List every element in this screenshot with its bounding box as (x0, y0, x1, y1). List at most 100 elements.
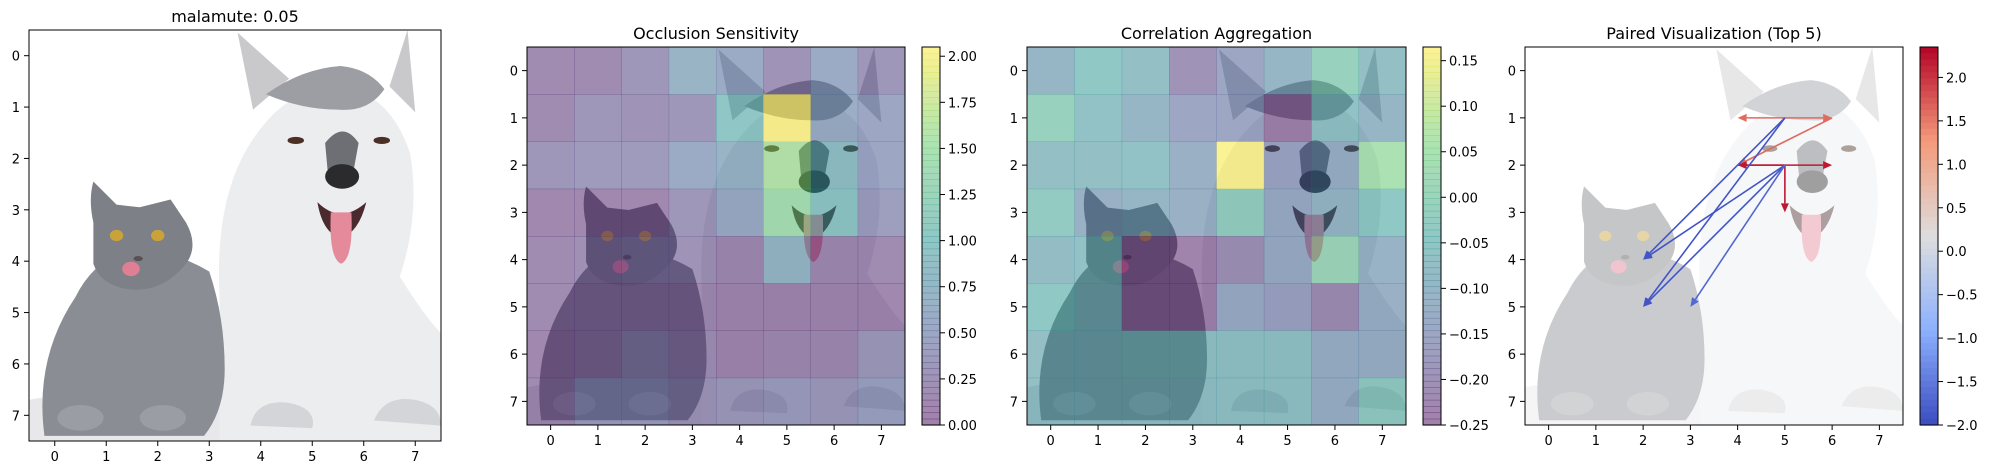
heatmap-cell (1121, 330, 1170, 379)
heatmap-cell (1074, 141, 1123, 190)
y-tick-label: 6 (1010, 348, 1018, 363)
colorbar-segment (1423, 349, 1441, 357)
x-tick-label: 4 (735, 434, 743, 449)
heatmap-cell (763, 47, 811, 95)
colorbar-segment (1920, 261, 1938, 269)
x-tick-label: 2 (1141, 434, 1149, 449)
colorbar-segment (1920, 59, 1938, 67)
colorbar-segment (1920, 65, 1938, 73)
colorbar-segment (922, 84, 940, 92)
x-tick-label: 2 (1639, 434, 1647, 449)
colorbar-segment (1920, 91, 1938, 98)
colorbar-segment (922, 103, 940, 111)
panel-3: Correlation Aggregation 0 1 2 3 4 5 6 7 0 1 2 3 4 5 6 7 −… (1010, 24, 1489, 449)
y-tick-label: 6 (12, 358, 20, 373)
colorbar-segment (1920, 78, 1938, 86)
colorbar-segment (1423, 362, 1441, 369)
colorbar-tick-label: 0.0 (1946, 245, 1967, 260)
heatmap-cell (527, 236, 575, 284)
colorbar-segment (1920, 166, 1938, 174)
heatmap-cell (1169, 236, 1217, 284)
heatmap-cell (857, 283, 906, 331)
colorbar-segment (1423, 292, 1441, 300)
colorbar-segment (1920, 47, 1938, 54)
y-tick-label: 6 (510, 348, 518, 363)
pair-arrow (1737, 161, 1785, 170)
colorbar-segment (1920, 349, 1938, 357)
x-tick-label: 2 (154, 450, 162, 465)
heatmap-cell (1263, 236, 1312, 284)
colorbar-segment (922, 179, 940, 187)
colorbar-segment (1423, 110, 1441, 117)
heatmap-cell (1074, 47, 1123, 95)
colorbar-segment (1423, 116, 1441, 124)
colorbar-segment (1423, 242, 1441, 250)
y-tick-label: 1 (1508, 112, 1516, 127)
colorbar-segment (922, 280, 940, 287)
heatmap-cell (1263, 47, 1312, 95)
colorbar-segment (1920, 273, 1938, 281)
colorbar-segment (1423, 53, 1441, 61)
colorbar-segment (922, 135, 940, 143)
colorbar-segment (1423, 147, 1441, 155)
colorbar-segment (922, 97, 940, 105)
x-tick-label: 1 (102, 450, 110, 465)
y-tick-label: 2 (510, 159, 518, 174)
heatmap-cell (668, 330, 717, 379)
heatmap-cell (1027, 188, 1075, 237)
colorbar-tick-label: 0.50 (948, 327, 977, 342)
colorbar-segment (1423, 418, 1441, 426)
colorbar-segment (1423, 198, 1441, 206)
colorbar-segment (1423, 210, 1441, 218)
heatmap-cell (763, 141, 811, 190)
colorbar-segment (1423, 47, 1441, 54)
colorbar-segment (1920, 280, 1938, 287)
colorbar-segment (922, 286, 940, 294)
panel-4: Paired Visualization (Top 5) 0 1 2 3 4 5 6 7 0 1 2 3… (1508, 24, 1978, 449)
x-tick-label: 5 (1283, 434, 1291, 449)
heatmap-cell (621, 47, 670, 95)
colorbar-segment (922, 72, 940, 80)
colorbar-segment (922, 254, 940, 262)
heatmap-cell (1263, 283, 1312, 331)
colorbar-segment (1423, 299, 1441, 306)
heatmap-cells (1027, 47, 1407, 426)
colorbar-segment (922, 368, 940, 376)
colorbar-segment (1920, 97, 1938, 105)
axes-frame (1026, 46, 1407, 426)
pair-arrow (1690, 164, 1786, 307)
colorbar-segment (922, 355, 940, 363)
heatmap-cell (1358, 330, 1407, 379)
heatmap-cell (1027, 141, 1075, 190)
colorbar-tick-label: −2.0 (1946, 419, 1978, 434)
colorbar-segment (1423, 84, 1441, 92)
colorbar-segment (922, 91, 940, 98)
colorbar-segment (1423, 78, 1441, 86)
heatmap-cell (1121, 188, 1170, 237)
colorbar-segment (1920, 399, 1938, 407)
colorbar-segment (1920, 223, 1938, 231)
colorbar-segment (1920, 191, 1938, 199)
colorbar-segment (922, 191, 940, 199)
colorbar-segment (1920, 154, 1938, 161)
heatmap-cell (668, 141, 717, 190)
colorbar-segment (1423, 122, 1441, 130)
colorbar-tick-label: −0.15 (1449, 328, 1489, 343)
heatmap-cell (1263, 377, 1312, 426)
colorbar-segment (1920, 116, 1938, 124)
heatmap-cell (1169, 188, 1217, 237)
x-tick-label: 3 (1686, 434, 1694, 449)
heatmap-cell (527, 141, 575, 190)
heatmap-cell (1121, 141, 1170, 190)
heatmap-cell (716, 377, 764, 426)
colorbar-segment (1423, 406, 1441, 413)
colorbar-segment (1920, 147, 1938, 155)
colorbar-segment (1423, 286, 1441, 294)
heatmap-cell (810, 330, 859, 379)
colorbar-segment (922, 261, 940, 269)
heatmap-cell (716, 283, 764, 331)
colorbar-segment (1920, 368, 1938, 376)
colorbar-segment (922, 229, 940, 237)
colorbar-segment (1920, 406, 1938, 413)
x-tick-label: 6 (1828, 434, 1836, 449)
